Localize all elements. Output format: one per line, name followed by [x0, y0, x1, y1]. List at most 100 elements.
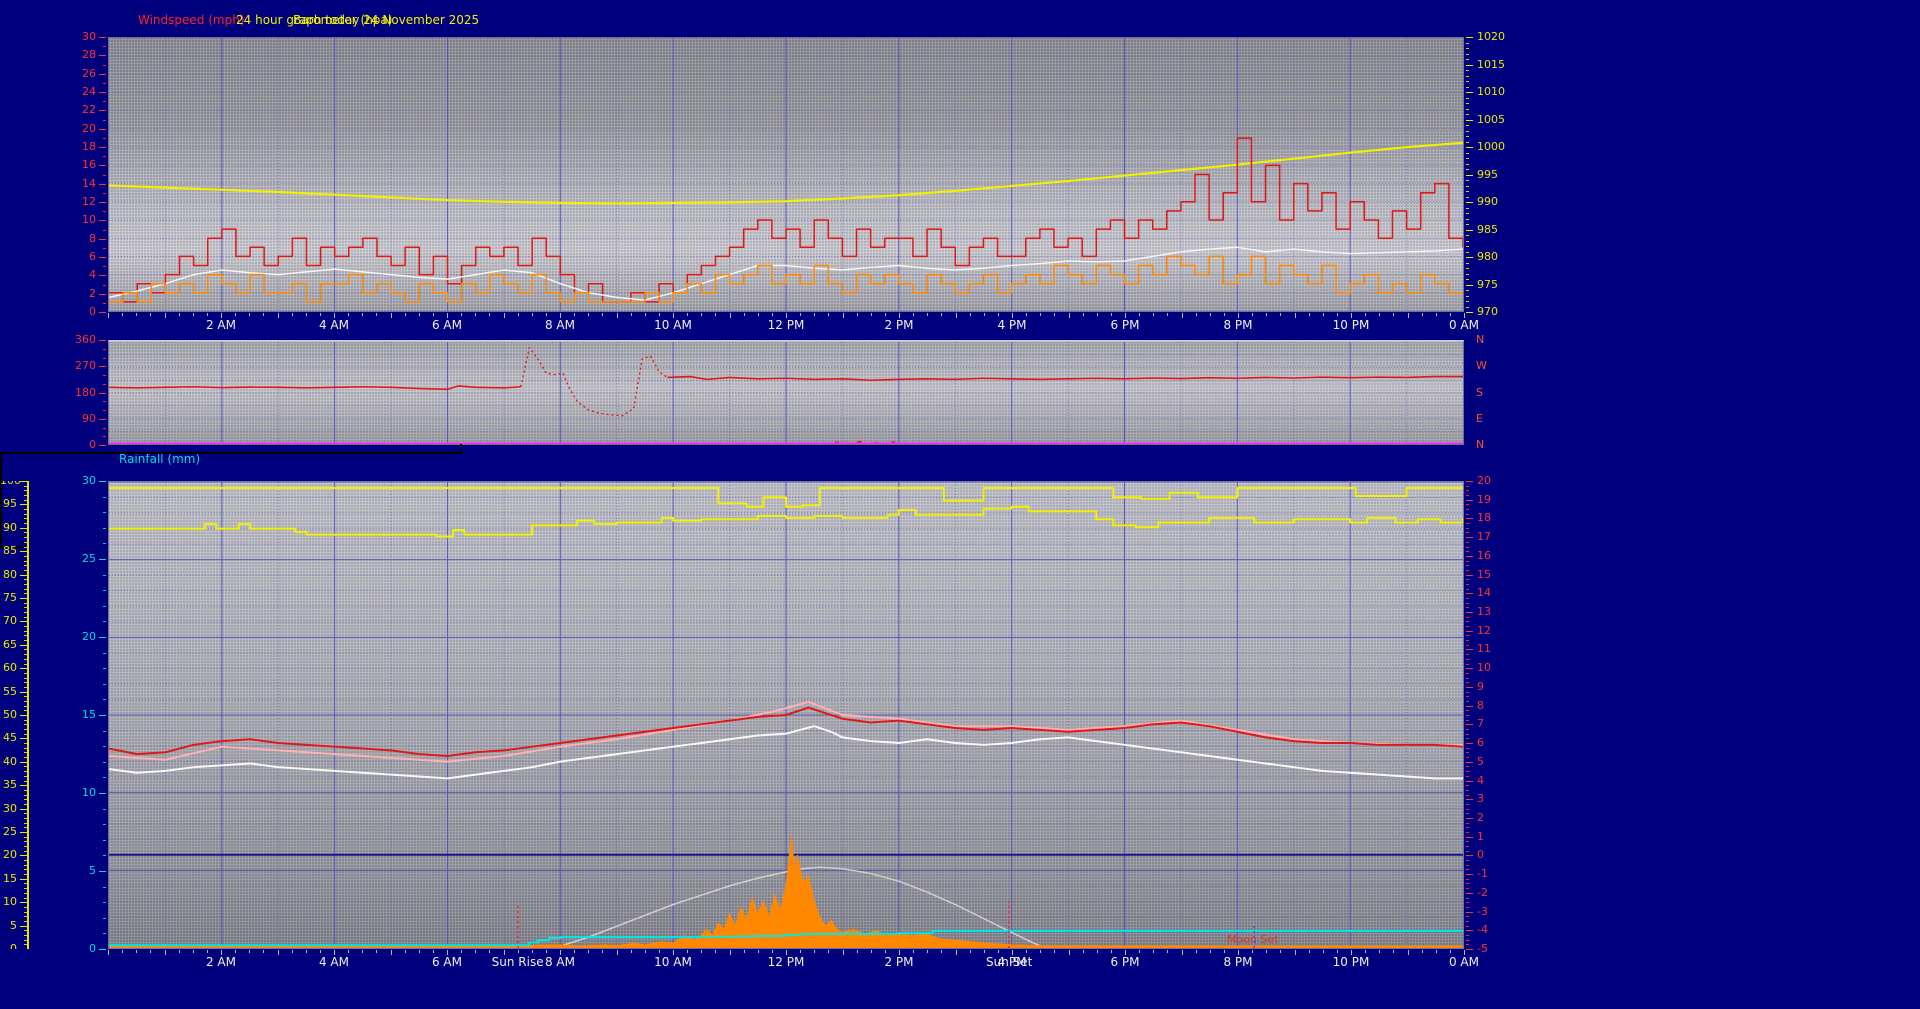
axis-minor-tick	[1466, 70, 1469, 71]
x-tick	[432, 313, 434, 316]
axis-tick-label: 14	[82, 176, 96, 190]
x-tick	[1449, 950, 1451, 953]
x-tick	[334, 950, 335, 955]
x-tick	[362, 950, 364, 953]
axis-minor-tick	[24, 490, 27, 492]
axis-minor-tick	[1466, 635, 1469, 637]
axis-tick-label: 30	[82, 30, 96, 43]
x-tick	[1054, 313, 1056, 316]
x-tick	[1082, 950, 1084, 953]
axis-minor-tick	[1466, 920, 1469, 922]
axis-minor-tick	[1466, 490, 1469, 492]
axis-tick	[20, 902, 27, 904]
x-tick	[856, 313, 858, 316]
x-tick	[305, 950, 307, 953]
axis-tick	[1466, 537, 1473, 539]
x-tick	[927, 313, 929, 316]
axis-minor-tick	[24, 541, 27, 543]
series-wind-gust-mph	[109, 137, 1463, 303]
barometer-axis-title: Barometer (hpa)	[293, 13, 393, 27]
axis-tick-label: 80	[3, 567, 17, 581]
series-direction-steady-late	[667, 375, 1463, 382]
axis-minor-tick	[24, 729, 27, 731]
axis-tick	[1466, 119, 1473, 121]
series-direction-variable	[520, 346, 668, 417]
axis-minor-tick	[1466, 546, 1469, 548]
axis-tick-label: 970	[1477, 305, 1498, 318]
x-tick	[658, 313, 660, 316]
axis-tick	[1466, 37, 1473, 38]
axis-minor-tick	[103, 64, 106, 66]
axis-tick	[99, 73, 106, 75]
axis-tick-label: 15	[82, 708, 96, 721]
axis-tick	[99, 293, 106, 295]
x-tick	[206, 950, 208, 953]
axis-tick-label: 0	[89, 438, 96, 451]
axis-tick-label: 990	[1477, 195, 1498, 208]
axis-minor-tick	[1466, 551, 1469, 553]
axis-minor-tick	[24, 532, 27, 534]
axis-tick	[99, 949, 106, 950]
axis-minor-tick	[24, 906, 27, 908]
axis-minor-tick	[24, 747, 27, 749]
x-tick	[1125, 950, 1126, 955]
x-tick	[983, 313, 985, 316]
axis-minor-tick	[1466, 841, 1469, 843]
axis-minor-tick	[103, 82, 106, 84]
x-axis-label: 0 AM	[1448, 318, 1479, 332]
axis-tick	[20, 574, 27, 576]
x-tick	[489, 950, 491, 953]
x-tick	[1223, 950, 1225, 953]
axis-minor-tick	[24, 775, 27, 777]
axis-minor-tick	[1466, 504, 1469, 506]
axis-minor-tick	[103, 436, 106, 438]
axis-minor-tick	[24, 920, 27, 922]
axis-minor-tick	[1466, 696, 1469, 698]
axis-minor-tick	[1466, 808, 1469, 810]
x-tick	[164, 950, 166, 955]
axis-minor-tick	[103, 174, 106, 176]
x-tick	[687, 313, 689, 316]
axis-minor-tick	[1466, 939, 1469, 941]
axis-tick	[99, 110, 106, 112]
x-tick	[1125, 313, 1126, 318]
x-axis-label: 6 AM	[431, 955, 462, 969]
axis-tick	[1466, 481, 1473, 482]
axis-tick	[1466, 257, 1473, 258]
axis-minor-tick	[1466, 81, 1469, 82]
x-tick	[955, 950, 957, 955]
window-border-artifact-h1	[0, 452, 462, 454]
x-tick	[884, 950, 886, 953]
axis-minor-tick	[24, 705, 27, 707]
axis-tick-label: 9	[1477, 679, 1484, 693]
axis-minor-tick	[1466, 196, 1469, 198]
x-tick	[1464, 950, 1465, 955]
axis-minor-tick	[1466, 218, 1469, 220]
axis-tick	[20, 878, 27, 880]
x-tick	[856, 950, 858, 953]
axis-tick	[99, 220, 106, 222]
axis-minor-tick	[1466, 672, 1469, 674]
axis-tick-label: 0	[10, 942, 17, 950]
axis-minor-tick	[103, 574, 106, 576]
axis-minor-tick	[24, 560, 27, 562]
axis-tick-label: W	[1476, 359, 1487, 373]
axis-minor-tick	[1466, 827, 1469, 829]
axis-minor-tick	[103, 886, 106, 888]
x-tick	[941, 950, 943, 953]
x-axis-label: 2 PM	[884, 955, 914, 969]
axis-minor-tick	[103, 683, 106, 685]
x-tick	[1054, 950, 1056, 953]
axis-tick-label: 12	[1477, 623, 1491, 637]
x-tick	[757, 950, 759, 953]
axis-minor-tick	[24, 635, 27, 637]
axis-minor-tick	[24, 789, 27, 791]
x-tick	[870, 313, 872, 316]
x-tick	[1464, 313, 1465, 318]
axis-tick	[20, 855, 27, 857]
axis-tick-label: 70	[3, 614, 17, 628]
axis-tick-label: 0	[89, 942, 96, 955]
window-border-artifact-v1	[460, 444, 462, 454]
axis-tick-label: 60	[3, 661, 17, 675]
x-tick	[503, 313, 505, 318]
